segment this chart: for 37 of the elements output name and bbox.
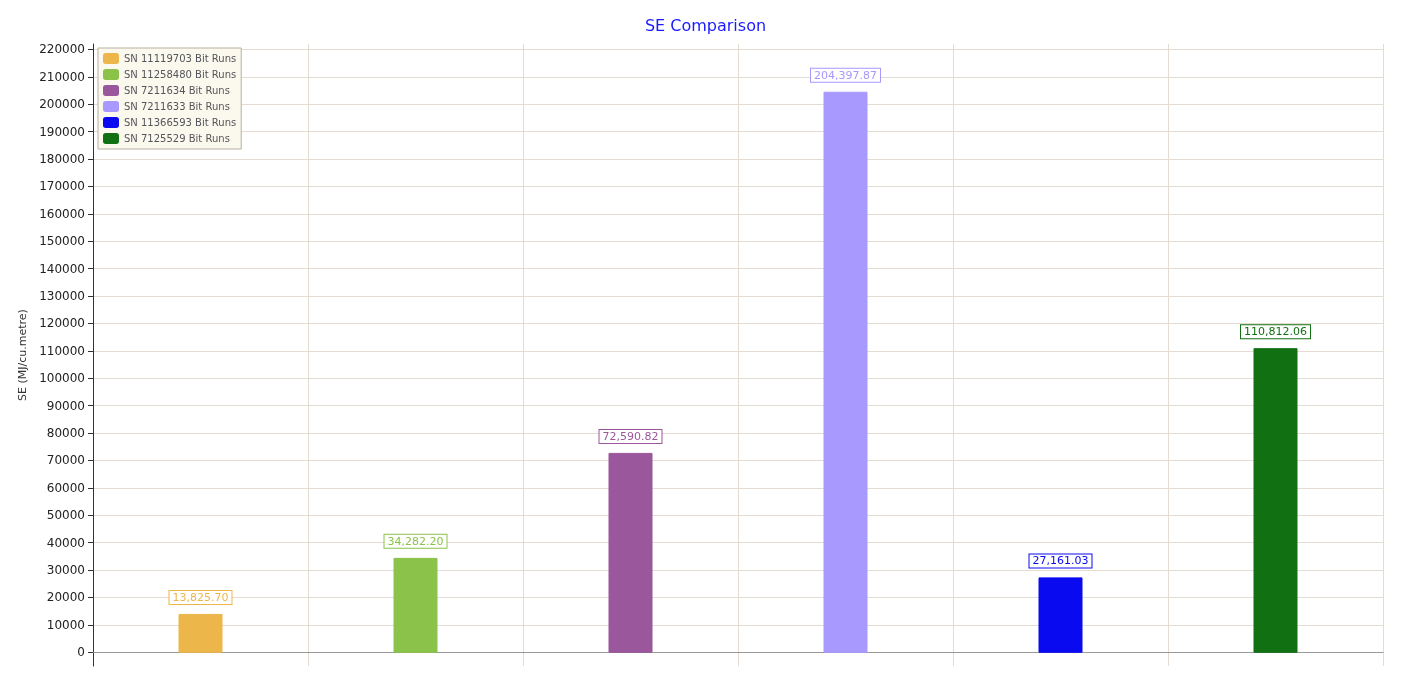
legend-label: SN 11366593 Bit Runs (124, 117, 237, 128)
chart-title: SE Comparison (644, 15, 767, 35)
y-tick-label: 220000 (39, 42, 85, 57)
legend-label: SN 11258480 Bit Runs (124, 69, 237, 80)
y-tick-label: 90000 (46, 398, 85, 413)
y-tick-label: 60000 (46, 480, 85, 495)
legend-label: SN 11119703 Bit Runs (124, 53, 237, 64)
y-tick-label: 140000 (39, 261, 85, 276)
data-label: 27,161.03 (1032, 554, 1089, 568)
y-tick-label: 170000 (39, 179, 85, 194)
y-tick-label: 80000 (46, 426, 85, 441)
y-tick-label: 30000 (46, 563, 85, 578)
legend-label: SN 7211634 Bit Runs (124, 85, 230, 96)
data-label: 110,812.06 (1244, 325, 1307, 339)
data-label: 13,825.70 (172, 590, 229, 604)
y-tick-label: 20000 (46, 590, 85, 605)
y-tick-label: 190000 (39, 124, 85, 139)
y-tick-label: 110000 (39, 343, 85, 358)
y-axis-title: SE (MJ/cu.metre) (16, 309, 30, 401)
y-tick-label: 120000 (39, 316, 85, 331)
y-tick-label: 40000 (46, 535, 85, 550)
y-tick-label: 210000 (39, 69, 85, 84)
y-tick-label: 70000 (46, 453, 85, 468)
y-tick-label: 160000 (39, 206, 85, 221)
y-tick-label: 130000 (39, 289, 85, 304)
y-tick-label: 50000 (46, 508, 85, 523)
legend-label: SN 7125529 Bit Runs (124, 133, 230, 144)
y-tick-label: 180000 (39, 152, 85, 167)
data-label: 34,282.20 (387, 534, 444, 548)
legend-label: SN 7211633 Bit Runs (124, 101, 230, 112)
y-tick-label: 100000 (39, 371, 85, 386)
y-tick-label: 150000 (39, 234, 85, 249)
y-tick-label: 10000 (46, 617, 85, 632)
data-label: 72,590.82 (602, 429, 659, 443)
y-tick-label: 200000 (39, 97, 85, 112)
y-tick-label: 0 (77, 645, 85, 660)
data-label: 204,397.87 (814, 68, 877, 82)
